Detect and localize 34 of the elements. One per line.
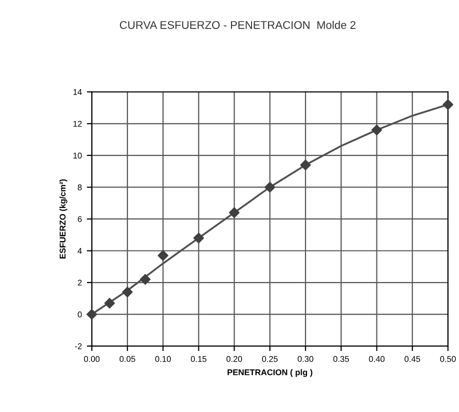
point [300,160,311,170]
y-tick-label: 6 [78,216,82,222]
x-axis-title: PENETRACION ( plg ) [228,369,312,377]
x-tick-label: 0.35 [333,356,349,362]
point [264,182,276,193]
point [140,274,151,285]
x-tick-label: 0.00 [84,356,100,362]
x-tick-label: 0.50 [440,356,456,362]
y-tick-label: -2 [75,343,82,350]
point [371,124,382,136]
point [158,250,168,261]
y-tick-label: 12 [73,120,82,127]
x-tick-label: 0.40 [368,356,385,362]
y-tick-label: 10 [73,152,82,159]
x-tick-label: 0.25 [262,356,278,362]
point [442,99,454,110]
chart-title: CURVA ESFUERZO - PENETRACION Molde 2 [120,20,356,29]
y-tick-label: 2 [78,280,82,286]
x-tick-label: 0.20 [226,356,242,362]
x-tick-label: 0.30 [298,356,314,362]
y-tick-label: 8 [78,184,82,190]
point [193,232,204,244]
x-tick-label: 0.45 [404,356,420,362]
x-tick-label: 0.15 [190,356,206,362]
y-tick-label: 14 [73,89,82,95]
point [228,207,240,218]
point [104,298,115,308]
y-axis-title: ESFUERZO (kg/cm²) [59,179,68,258]
x-tick-label: 0.05 [120,356,136,362]
y-tick-label: 4 [78,248,82,254]
x-tick-label: 0.10 [155,356,171,362]
point [86,309,98,320]
point [122,286,133,298]
y-tick-label: 0 [78,312,82,318]
